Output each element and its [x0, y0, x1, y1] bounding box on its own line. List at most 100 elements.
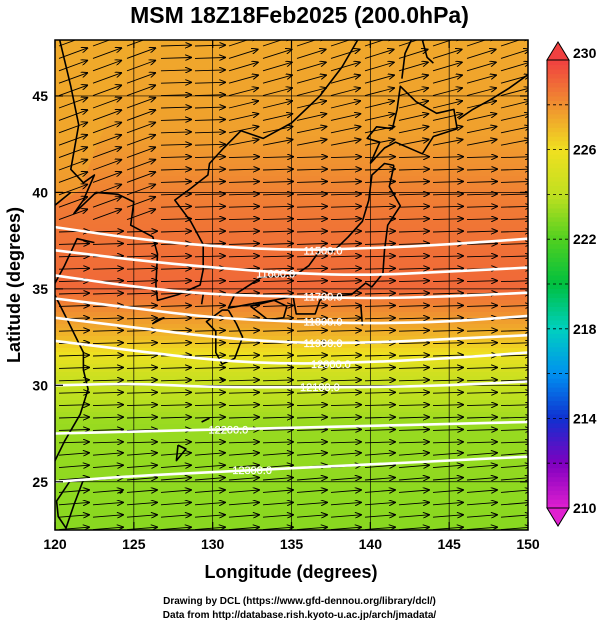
colorbar-segment	[547, 355, 569, 361]
wind-arrow	[126, 172, 155, 183]
wind-arrow	[296, 40, 326, 47]
wind-arrow	[364, 256, 395, 257]
wind-arrow	[296, 169, 327, 170]
colorbar-segment	[547, 409, 569, 415]
x-tick-label: 135	[280, 536, 304, 552]
wind-arrow	[432, 478, 463, 480]
wind-arrow	[58, 172, 87, 183]
coastline	[152, 317, 165, 325]
colorbar-segment	[547, 360, 569, 366]
wind-arrow	[364, 281, 395, 282]
wind-arrow	[466, 453, 497, 455]
wind-arrow	[296, 442, 327, 443]
wind-arrow	[330, 368, 361, 369]
wind-arrow	[194, 405, 225, 406]
wind-arrow	[500, 417, 528, 418]
wind-arrow	[364, 417, 395, 418]
colorbar-segment	[547, 64, 569, 70]
colorbar-segment	[547, 275, 569, 281]
colorbar-segment	[547, 369, 569, 375]
wind-arrow	[296, 405, 327, 406]
wind-arrow	[364, 465, 395, 467]
wind-arrow	[466, 62, 496, 72]
wind-arrow	[126, 490, 157, 492]
wind-arrow	[432, 392, 463, 393]
wind-arrow	[262, 417, 293, 418]
wind-arrow	[398, 430, 429, 431]
wind-arrow	[92, 231, 123, 232]
colorbar-segment	[547, 86, 569, 92]
colorbar-segment	[547, 221, 569, 227]
wind-arrow	[432, 380, 463, 381]
wind-arrow	[194, 70, 225, 71]
wind-arrow	[160, 219, 191, 220]
colorbar-segment	[547, 418, 569, 424]
wind-arrow	[58, 405, 89, 406]
contour-labels: 11500.0 11600.0 11700.0 11800.0 11900.0 12000…	[208, 245, 350, 477]
wind-arrow	[364, 62, 394, 72]
wind-arrow	[466, 343, 497, 344]
y-tick-label: 25	[32, 474, 48, 490]
wind-arrow	[330, 62, 360, 72]
wind-arrow	[398, 478, 429, 480]
wind-arrow	[296, 244, 327, 245]
wind-arrow	[432, 430, 463, 431]
wind-arrow	[262, 140, 293, 146]
wind-arrow	[160, 157, 191, 158]
wind-arrow	[466, 306, 497, 307]
wind-arrow	[92, 172, 121, 183]
wind-arrow	[262, 114, 292, 121]
wind-arrow	[296, 527, 327, 530]
wind-arrow	[466, 88, 496, 97]
colorbar-segment	[547, 104, 569, 110]
colorbar-segment	[547, 122, 569, 128]
wind-arrow	[296, 330, 327, 331]
wind-arrow	[432, 490, 463, 492]
wind-arrow	[364, 182, 395, 183]
wind-arrow	[364, 169, 395, 170]
wind-arrow	[364, 368, 395, 369]
wind-arrow	[194, 144, 225, 145]
wind-arrow	[398, 219, 429, 220]
wind-arrow	[466, 442, 497, 443]
wind-arrow	[126, 392, 157, 393]
wind-arrow	[432, 157, 463, 158]
x-tick-label: 150	[516, 536, 540, 552]
colorbar-segment	[547, 503, 569, 509]
wind-arrow	[126, 281, 157, 282]
wind-arrow	[92, 293, 123, 294]
wind-arrow	[296, 75, 326, 84]
wind-arrow	[194, 82, 225, 83]
wind-arrow	[330, 293, 361, 294]
colorbar-segment	[547, 315, 569, 321]
wind-arrow	[126, 160, 155, 171]
wind-arrow	[398, 465, 429, 467]
colorbar-segment	[547, 292, 569, 299]
colorbar-segment	[547, 198, 569, 204]
colorbar-segment	[547, 413, 569, 419]
wind-arrow	[500, 281, 528, 282]
wind-arrow	[228, 306, 259, 307]
wind-arrow	[126, 380, 157, 381]
wind-arrow	[466, 244, 497, 245]
wind-arrow	[92, 110, 121, 121]
wind-arrow	[228, 281, 259, 282]
colorbar-segment	[547, 364, 569, 370]
wind-arrow	[432, 453, 463, 455]
wind-arrow	[194, 306, 225, 307]
wind-arrow	[500, 157, 528, 158]
wind-arrow	[398, 527, 429, 530]
wind-arrow	[58, 355, 89, 356]
wind-arrow	[398, 442, 429, 443]
wind-arrow	[160, 82, 191, 83]
wind-arrow	[432, 355, 463, 356]
wind-arrow	[194, 527, 225, 530]
contour-label: 11900.0	[304, 338, 343, 350]
wind-arrow	[398, 306, 429, 307]
wind-arrow	[92, 185, 121, 196]
coastline	[55, 237, 95, 463]
wind-arrow	[466, 330, 497, 331]
coastline	[205, 309, 244, 365]
wind-arrow	[398, 101, 428, 109]
